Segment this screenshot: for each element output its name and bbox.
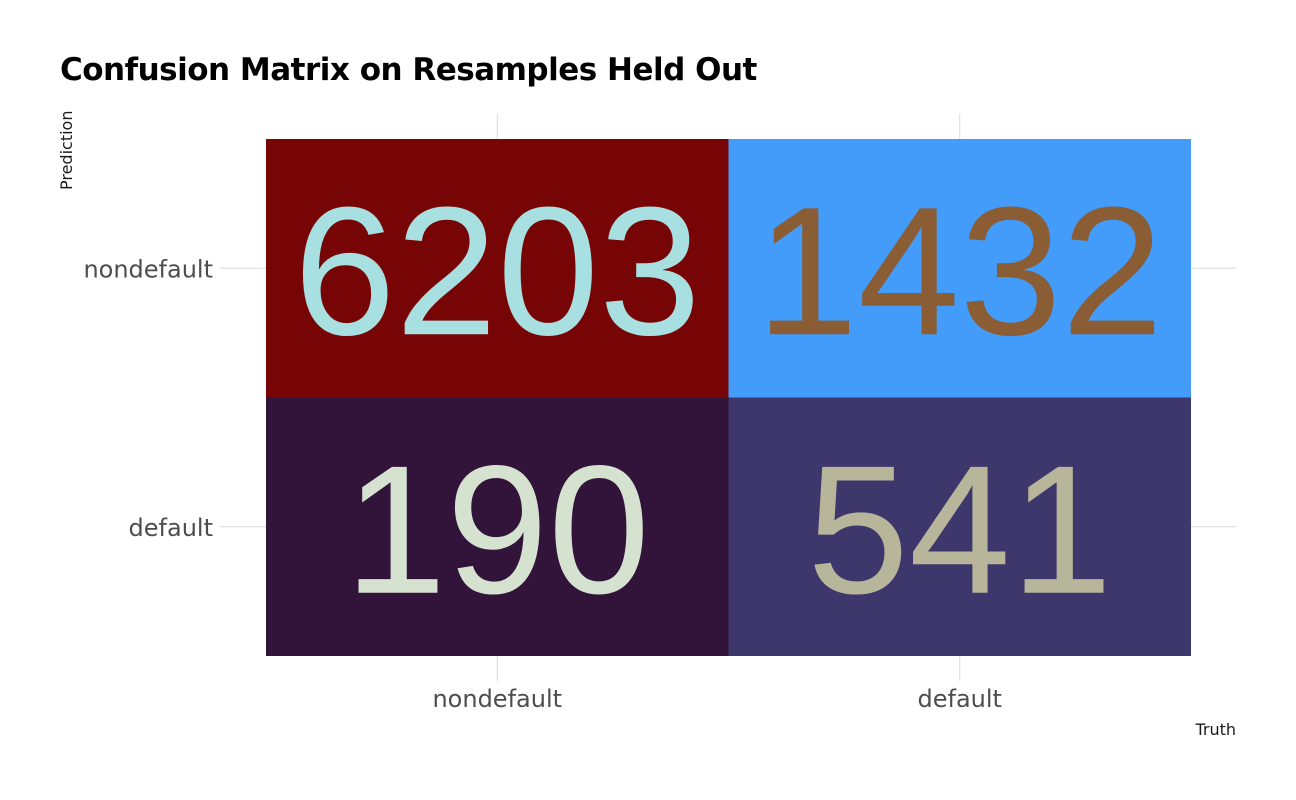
heatmap-cell <box>266 139 729 398</box>
ticks-layer: nondefault default nondefault default <box>83 255 1002 713</box>
y-tick-label: nondefault <box>83 255 213 283</box>
x-axis-title: Truth <box>1194 720 1236 739</box>
cell-value-label: 1432 <box>756 168 1163 373</box>
x-tick-label: nondefault <box>432 685 562 713</box>
y-axis-title: Prediction <box>57 111 76 190</box>
cell-value-label: 541 <box>807 427 1112 632</box>
y-tick-label: default <box>129 514 213 542</box>
cell-value-label: 6203 <box>294 168 701 373</box>
cell-value-label: 190 <box>345 427 650 632</box>
cells-layer: 6203 1432 190 541 <box>266 139 1191 656</box>
heatmap-cell <box>266 397 729 656</box>
chart-title: Confusion Matrix on Resamples Held Out <box>60 52 757 88</box>
heatmap-cell <box>728 139 1191 398</box>
heatmap-cell <box>728 397 1191 656</box>
x-tick-label: default <box>918 685 1002 713</box>
